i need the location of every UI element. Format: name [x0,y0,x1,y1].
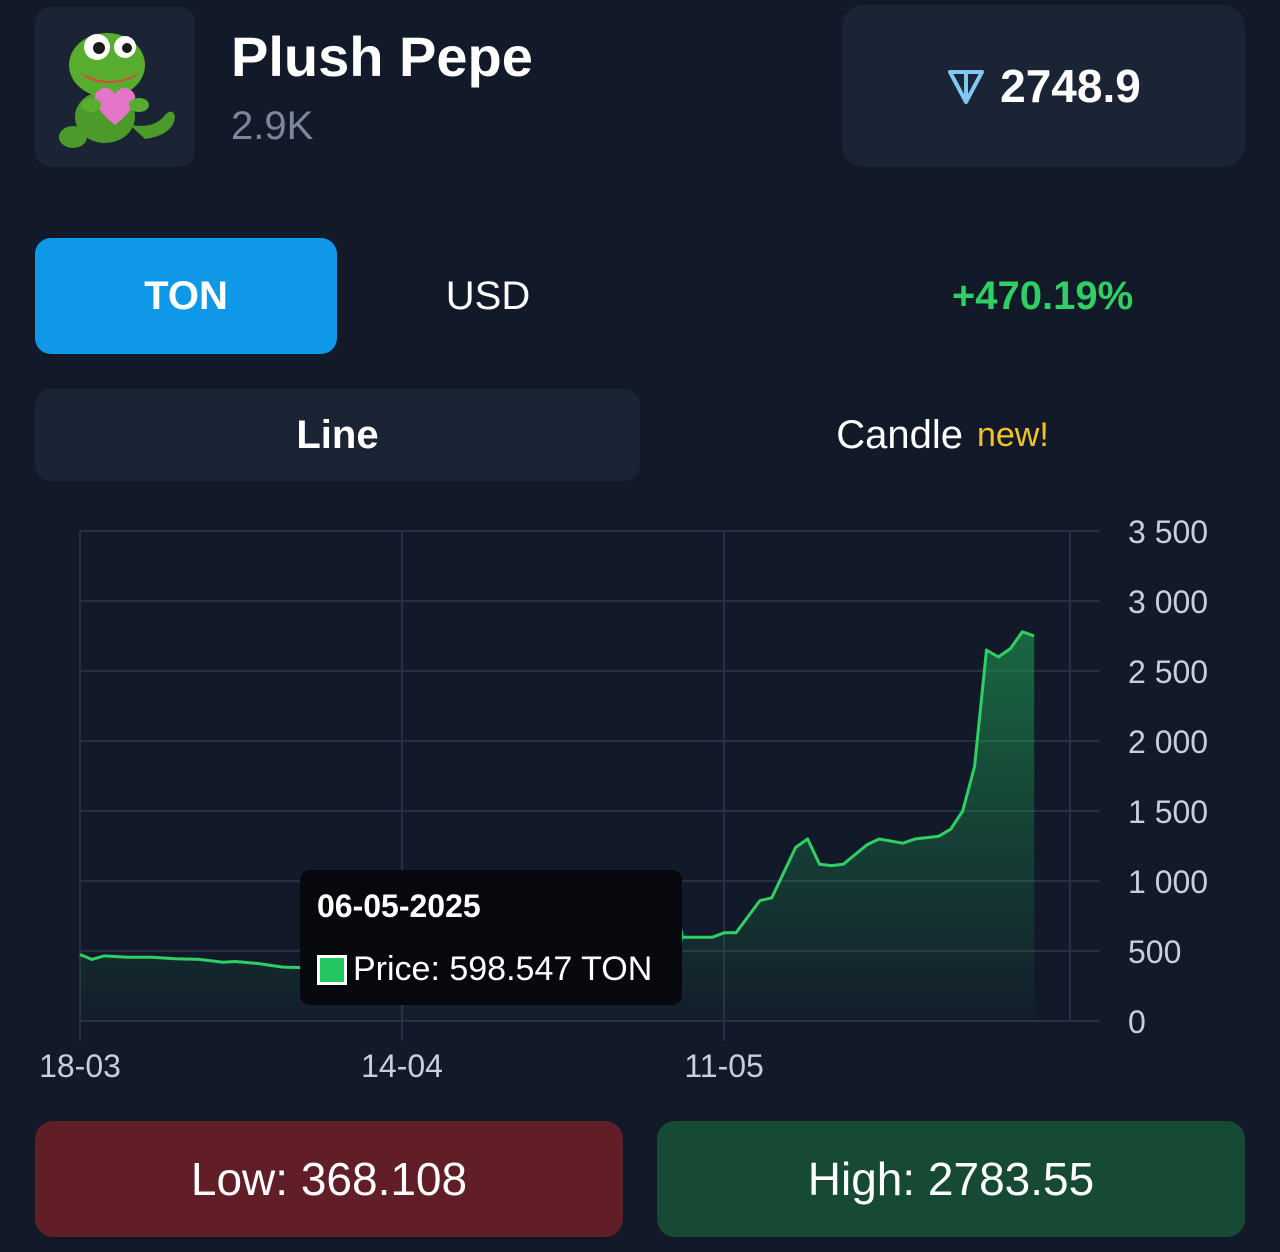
new-badge: new! [976,415,1049,454]
tooltip-price-row: Price: 598.547 TON [317,950,652,989]
y-tick-label: 2 500 [1128,654,1208,690]
chart-tooltip: 06-05-2025 Price: 598.547 TON [300,870,682,1005]
chart-type-switch: Line Candle new! [35,389,1245,481]
current-price: 2748.9 [1000,60,1141,112]
price-change-percent: +470.19% [951,273,1134,318]
candle-label: Candle [836,412,963,457]
tooltip-date: 06-05-2025 [317,888,481,924]
y-tick-label: 1 000 [1128,864,1208,900]
item-title: Plush Pepe [231,25,533,88]
x-tick-label: 11-05 [684,1048,763,1084]
low-price-card: Low: 368.108 [35,1121,623,1237]
price-chart[interactable]: 0 500 1 000 1 500 2 000 2 500 3 000 3 500 18-03… [0,500,1280,1100]
y-tick-label: 3 000 [1128,584,1208,620]
ton-logo-icon [948,70,985,104]
item-avatar [35,7,195,167]
y-tick-label: 2 000 [1128,724,1208,760]
price-card: 2748.9 [842,5,1245,167]
y-tick-label: 1 500 [1128,794,1208,830]
y-tick-label: 3 500 [1128,514,1208,550]
currency-tab-usd[interactable]: USD [445,273,531,318]
currency-tab-ton[interactable]: TON [35,238,337,354]
y-tick-label: 0 [1128,1004,1146,1040]
x-tick-label: 18-03 [39,1048,121,1084]
x-tick-label: 14-04 [361,1048,443,1084]
item-count: 2.9K [231,104,314,148]
plush-pepe-icon [59,33,175,148]
price-area-fill [80,631,1035,1021]
chart-type-line-tab[interactable]: Line [35,389,640,481]
chart-type-candle-tab[interactable]: Candle new! [640,389,1245,481]
tooltip-price: Price: 598.547 TON [353,950,653,988]
y-tick-label: 500 [1128,934,1181,970]
series-color-swatch [317,954,347,985]
high-price-card: High: 2783.55 [657,1121,1245,1237]
